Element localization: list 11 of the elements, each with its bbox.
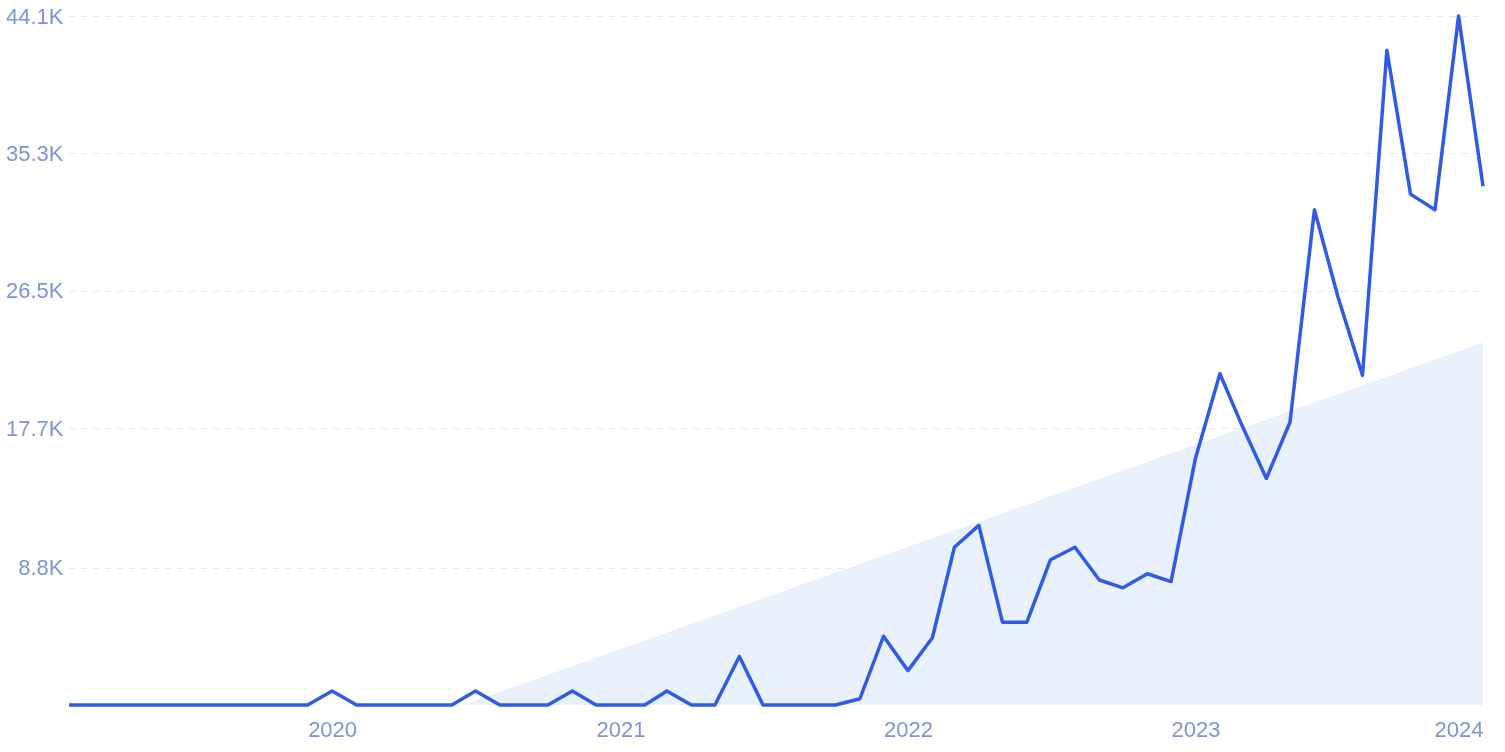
x-tick-label: 2020 — [308, 716, 358, 742]
y-tick-label: 35.3K — [6, 140, 64, 166]
line-series — [67, 14, 1485, 707]
x-tick-label: 2021 — [596, 716, 646, 742]
y-tick-label: 26.5K — [6, 278, 64, 304]
x-tick-label: 2022 — [883, 716, 933, 742]
y-tick-label: 8.8K — [18, 555, 64, 581]
x-tick-label: 2023 — [1171, 716, 1221, 742]
y-tick-label: 44.1K — [6, 3, 64, 29]
x-tick-label: 2024 — [1434, 716, 1484, 742]
y-tick-label: 17.7K — [6, 415, 64, 441]
